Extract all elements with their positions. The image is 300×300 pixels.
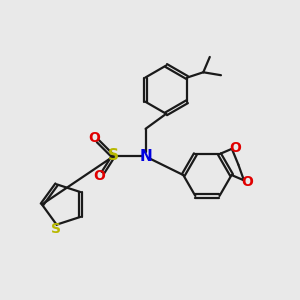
Text: O: O <box>229 141 241 154</box>
Text: O: O <box>88 131 100 145</box>
Text: S: S <box>51 222 61 236</box>
Text: S: S <box>108 148 119 164</box>
Text: N: N <box>139 149 152 164</box>
Text: O: O <box>93 169 105 183</box>
Text: O: O <box>241 175 253 188</box>
